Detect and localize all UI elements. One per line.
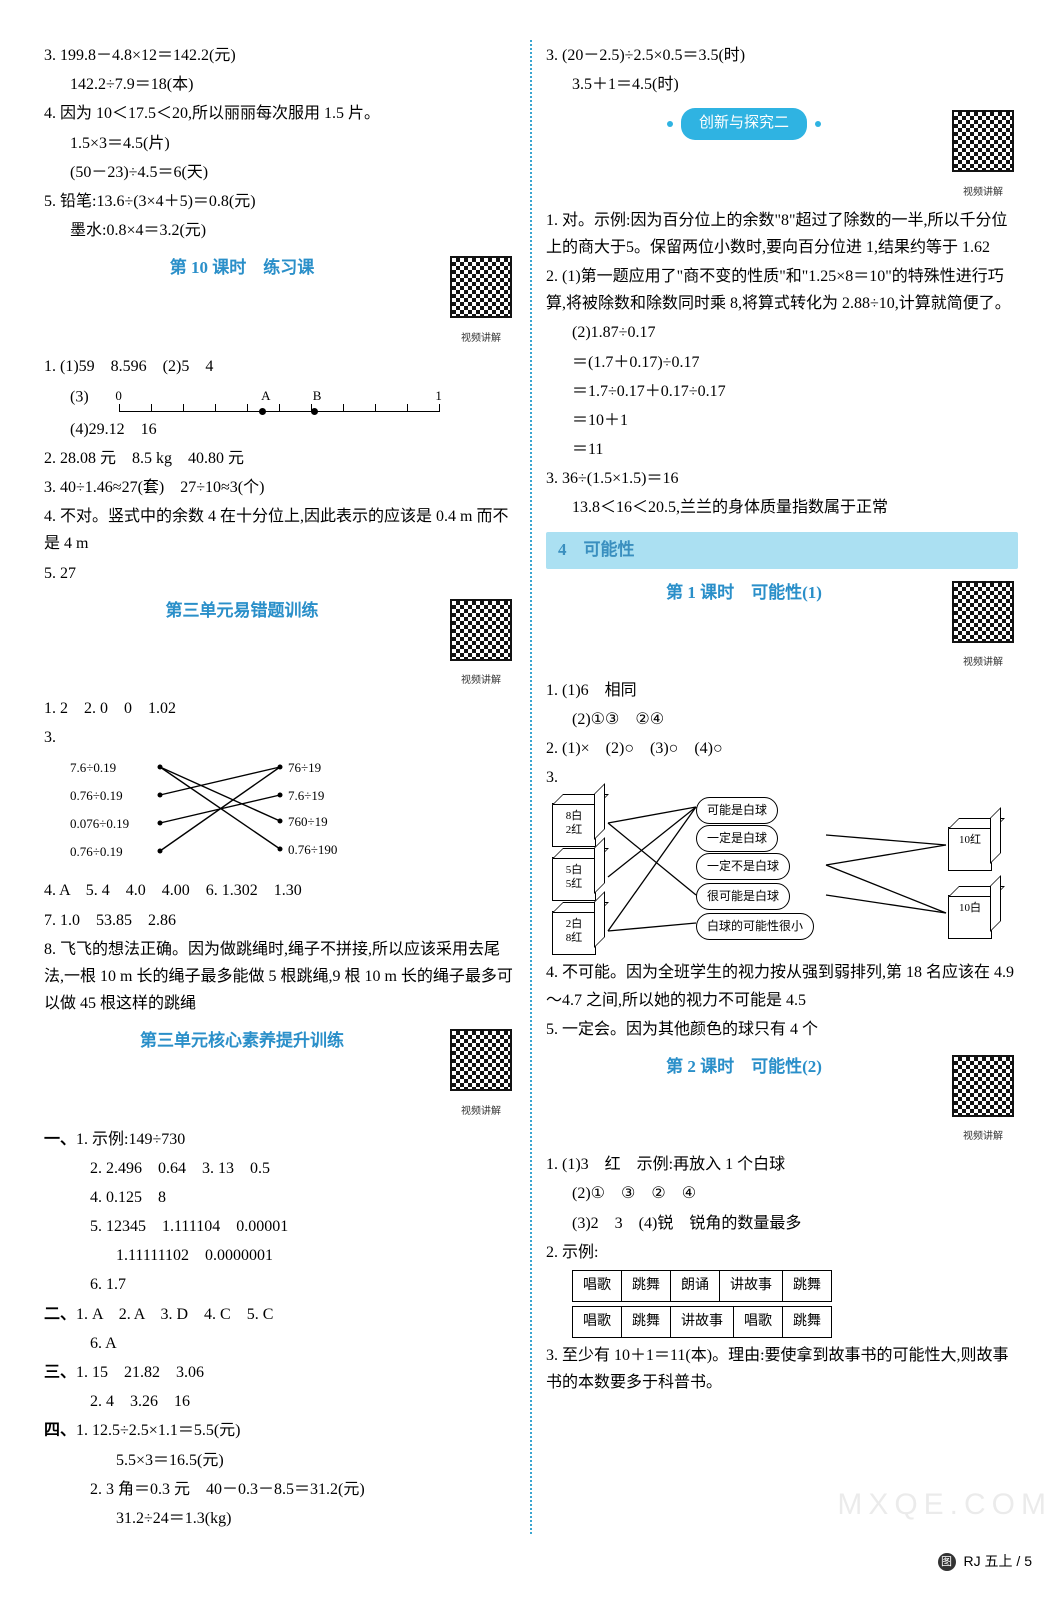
text-line: (3)2 3 (4)锐 锐角的数量最多 bbox=[546, 1210, 1018, 1237]
text-line: ＝10＋1 bbox=[546, 407, 1018, 434]
text-line: ＝(1.7＋0.17)÷0.17 bbox=[546, 349, 1018, 376]
section-num: 二、 bbox=[44, 1306, 76, 1323]
text-line: 4. 因为 10＜17.5＜20,所以丽丽每次服用 1.5 片。 bbox=[44, 100, 516, 127]
oval-label: 一定是白球 bbox=[696, 825, 778, 851]
text-line: 1. 对。示例:因为百分位上的余数"8"超过了除数的一半,所以千分位上的商大于5… bbox=[546, 207, 1018, 261]
page-footer: 图 RJ 五上 / 5 bbox=[30, 1550, 1032, 1574]
text-line: 142.2÷7.9＝18(本) bbox=[44, 71, 516, 98]
text-line: 5. 铅笔:13.6÷(3×4＋5)＝0.8(元) bbox=[44, 188, 516, 215]
text-line: (50－23)÷4.5＝6(天) bbox=[44, 159, 516, 186]
cube: 10红 bbox=[948, 827, 992, 871]
text-line: 7. 1.0 53.85 2.86 bbox=[44, 907, 516, 934]
qr-label: 视频讲解 bbox=[446, 330, 516, 347]
oval-label: 白球的可能性很小 bbox=[696, 913, 814, 939]
text-line: 2. 4 3.26 16 bbox=[44, 1388, 516, 1415]
qr-label: 视频讲解 bbox=[446, 1103, 516, 1120]
text-line: 2. (1)× (2)○ (3)○ (4)○ bbox=[546, 735, 1018, 762]
text-line: ＝11 bbox=[546, 436, 1018, 463]
qr-code: 视频讲解 bbox=[948, 110, 1018, 200]
text-line: 31.2÷24＝1.3(kg) bbox=[44, 1505, 516, 1532]
text-line: 5. 27 bbox=[44, 560, 516, 587]
text-line: 2. (1)第一题应用了"商不变的性质"和"1.25×8＝10"的特殊性进行巧算… bbox=[546, 263, 1018, 317]
text-line: (2)①③ ②④ bbox=[546, 706, 1018, 733]
text-line: 1.5×3＝4.5(片) bbox=[44, 130, 516, 157]
text-line: (2)① ③ ② ④ bbox=[546, 1180, 1018, 1207]
text-line: 3. (20－2.5)÷2.5×0.5＝3.5(时) bbox=[546, 42, 1018, 69]
text-line: 2. 示例: bbox=[546, 1239, 1018, 1266]
text-line: 1.11111102 0.0000001 bbox=[44, 1242, 516, 1269]
text-line: 3. 36÷(1.5×1.5)＝16 bbox=[546, 465, 1018, 492]
cube: 10白 bbox=[948, 895, 992, 939]
text-line: 3.5＋1＝4.5(时) bbox=[546, 71, 1018, 98]
text-line: 2. 3 角＝0.3 元 40－0.3－8.5＝31.2(元) bbox=[44, 1476, 516, 1503]
qr-code: 视频讲解 bbox=[446, 1029, 516, 1119]
qr-code: 视频讲解 bbox=[446, 256, 516, 346]
oval-label: 很可能是白球 bbox=[696, 883, 790, 909]
pill-label: 创新与探究二 bbox=[681, 108, 807, 140]
footer-logo-icon: 图 bbox=[938, 1553, 956, 1571]
text-line: 3. bbox=[44, 724, 516, 751]
text-line: 8. 飞飞的想法正确。因为做跳绳时,绳子不拼接,所以应该采用去尾法,一根 10 … bbox=[44, 936, 516, 1018]
text-line: 5.5×3＝16.5(元) bbox=[44, 1447, 516, 1474]
text-line: 1. 15 21.82 3.06 bbox=[76, 1364, 204, 1381]
text-line: 3. 199.8－4.8×12＝142.2(元) bbox=[44, 42, 516, 69]
qr-code: 视频讲解 bbox=[446, 599, 516, 689]
qr-label: 视频讲解 bbox=[948, 654, 1018, 671]
qr-label: 视频讲解 bbox=[446, 672, 516, 689]
text-line: 6. 1.7 bbox=[44, 1271, 516, 1298]
qr-code: 视频讲解 bbox=[948, 1055, 1018, 1145]
text-line: 13.8＜16＜20.5,兰兰的身体质量指数属于正常 bbox=[546, 494, 1018, 521]
text-line: 墨水:0.8×4＝3.2(元) bbox=[44, 217, 516, 244]
watermark: MXQE.COM bbox=[837, 1479, 1052, 1530]
section-num: 三、 bbox=[44, 1364, 76, 1381]
text-line: 5. 12345 1.111104 0.00001 bbox=[44, 1213, 516, 1240]
text-line: 4. 不可能。因为全班学生的视力按从强到弱排列,第 18 名应该在 4.9～4.… bbox=[546, 959, 1018, 1013]
qr-code: 视频讲解 bbox=[948, 581, 1018, 671]
oval-label: 可能是白球 bbox=[696, 797, 778, 823]
footer-text: RJ 五上 / 5 bbox=[964, 1550, 1032, 1574]
cube: 2白8红 bbox=[552, 911, 596, 955]
text-line: 1. 示例:149÷730 bbox=[76, 1131, 185, 1148]
matching-diagram: 7.6÷0.19 0.76÷0.19 0.076÷0.19 0.76÷0.19 … bbox=[70, 753, 370, 873]
text-line: 1. (1)59 8.596 (2)5 4 bbox=[44, 353, 516, 380]
text-line: 3. 40÷1.46≈27(套) 27÷10≈3(个) bbox=[44, 474, 516, 501]
text-line: 1. (1)6 相同 bbox=[546, 677, 1018, 704]
section-num: 四、 bbox=[44, 1422, 76, 1439]
text-line: 3. 至少有 10＋1＝11(本)。理由:要使拿到故事书的可能性大,则故事书的本… bbox=[546, 1342, 1018, 1396]
text-line: 4. A 5. 4 4.0 4.00 6. 1.302 1.30 bbox=[44, 877, 516, 904]
section-num: 一、 bbox=[44, 1131, 76, 1148]
oval-label: 一定不是白球 bbox=[696, 853, 790, 879]
example-table-1: 唱歌 跳舞 朗诵 讲故事 跳舞 bbox=[572, 1270, 832, 1302]
cube: 8白2红 bbox=[552, 803, 596, 847]
text-line: (2)1.87÷0.17 bbox=[546, 319, 1018, 346]
text-line: 2. 28.08 元 8.5 kg 40.80 元 bbox=[44, 445, 516, 472]
text-line: 5. 一定会。因为其他颜色的球只有 4 个 bbox=[546, 1016, 1018, 1043]
text-line: 6. A bbox=[44, 1330, 516, 1357]
boxes-matching-diagram: 8白2红 5白5红 2白8红 可能是白球 一定是白球 一定不是白球 很可能是白球… bbox=[546, 795, 1006, 955]
text-line: 4. 不对。竖式中的余数 4 在十分位上,因此表示的应该是 0.4 m 而不是 … bbox=[44, 503, 516, 557]
text-line: 2. 2.496 0.64 3. 13 0.5 bbox=[44, 1155, 516, 1182]
qr-label: 视频讲解 bbox=[948, 184, 1018, 201]
text-line: (4)29.12 16 bbox=[44, 416, 516, 443]
right-column: 3. (20－2.5)÷2.5×0.5＝3.5(时) 3.5＋1＝4.5(时) … bbox=[532, 40, 1032, 1534]
text-line: (3) bbox=[70, 388, 89, 405]
text-line: 1. (1)3 红 示例:再放入 1 个白球 bbox=[546, 1151, 1018, 1178]
cube: 5白5红 bbox=[552, 857, 596, 901]
number-line-row: (3) 0 A B 1 bbox=[44, 382, 516, 414]
unit-banner: 4 可能性 bbox=[546, 532, 1018, 569]
text-line: 4. 0.125 8 bbox=[44, 1184, 516, 1211]
number-line: 0 A B 1 bbox=[119, 384, 439, 412]
qr-label: 视频讲解 bbox=[948, 1128, 1018, 1145]
left-column: 3. 199.8－4.8×12＝142.2(元) 142.2÷7.9＝18(本)… bbox=[30, 40, 532, 1534]
text-line: 1. A 2. A 3. D 4. C 5. C bbox=[76, 1306, 273, 1323]
text-line: ＝1.7÷0.17＋0.17÷0.17 bbox=[546, 378, 1018, 405]
text-line: 1. 2 2. 0 0 1.02 bbox=[44, 695, 516, 722]
example-table-2: 唱歌 跳舞 讲故事 唱歌 跳舞 bbox=[572, 1306, 832, 1338]
text-line: 1. 12.5÷2.5×1.1＝5.5(元) bbox=[76, 1422, 240, 1439]
text-line: 3. bbox=[546, 764, 1018, 791]
